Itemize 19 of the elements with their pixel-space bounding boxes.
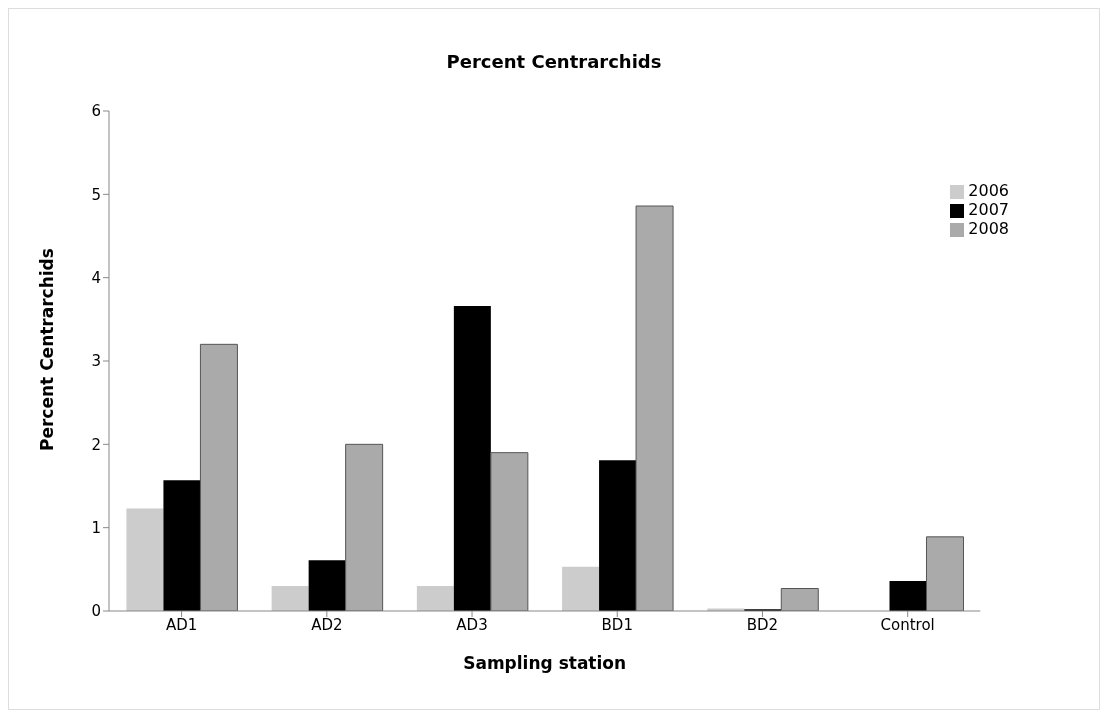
x-axis-title: Sampling station <box>463 653 627 673</box>
y-tick-label: 0 <box>91 602 101 621</box>
x-tick-label: BD2 <box>746 615 779 634</box>
legend-label: 2008 <box>968 219 1009 238</box>
x-tick-label: Control <box>880 615 935 634</box>
y-axis-title: Percent Centrarchids <box>37 248 58 451</box>
legend-label: 2007 <box>968 200 1009 219</box>
x-tick-label: BD1 <box>601 615 633 634</box>
y-tick-label: 1 <box>91 518 101 537</box>
y-tick-label: 4 <box>91 268 101 287</box>
y-tick-label: 6 <box>91 102 101 121</box>
x-tick-label: AD2 <box>311 615 343 634</box>
x-tick-label: AD3 <box>456 615 488 634</box>
y-tick-label: 3 <box>91 352 101 371</box>
y-tick-label: 5 <box>91 185 101 204</box>
y-tick-label: 2 <box>91 435 101 454</box>
chart-title: Percent Centrarchids <box>445 50 663 74</box>
x-tick-label: AD1 <box>165 615 198 634</box>
legend-label: 2006 <box>968 181 1009 200</box>
